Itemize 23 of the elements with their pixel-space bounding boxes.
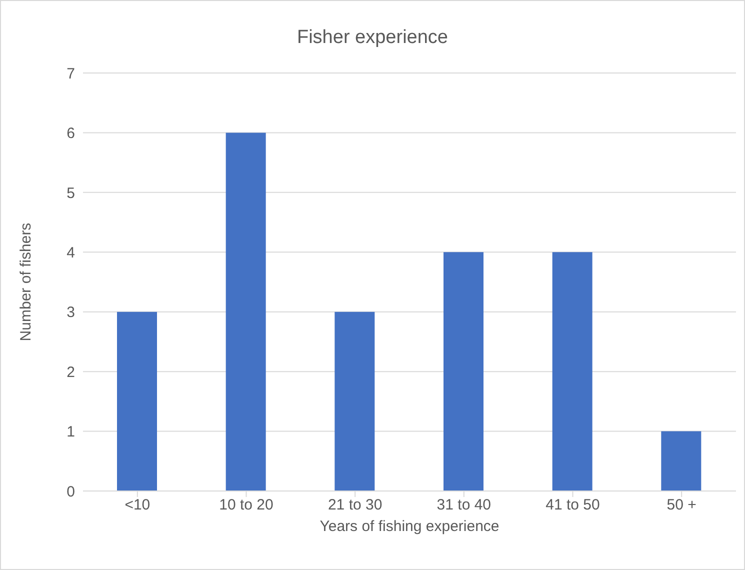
bar [117, 312, 157, 491]
x-tick-label: <10 [124, 496, 150, 514]
x-axis-title: Years of fishing experience [320, 518, 500, 535]
y-tick-label: 1 [66, 424, 75, 441]
y-tick-label: 5 [66, 184, 75, 202]
bar [444, 252, 484, 491]
bar [552, 252, 592, 491]
bar [334, 312, 375, 491]
y-tick-label: 2 [66, 364, 75, 381]
x-tick-label: 21 to 30 [328, 496, 382, 514]
x-tick-label: 41 to 50 [546, 496, 600, 514]
y-axis-title: Number of fishers [17, 222, 34, 342]
x-tick-label: 31 to 40 [436, 496, 492, 514]
y-tick-label: 0 [66, 483, 75, 500]
x-tick-label: 50 + [666, 496, 697, 514]
y-tick-label: 7 [66, 65, 75, 82]
x-tick-label: 10 to 20 [219, 496, 274, 514]
y-tick-label: 4 [66, 244, 75, 262]
bar [661, 431, 702, 491]
y-tick-label: 6 [66, 125, 75, 142]
chart-title: Fisher experience [296, 27, 450, 49]
y-tick-label: 3 [66, 304, 75, 322]
bar [226, 132, 266, 491]
